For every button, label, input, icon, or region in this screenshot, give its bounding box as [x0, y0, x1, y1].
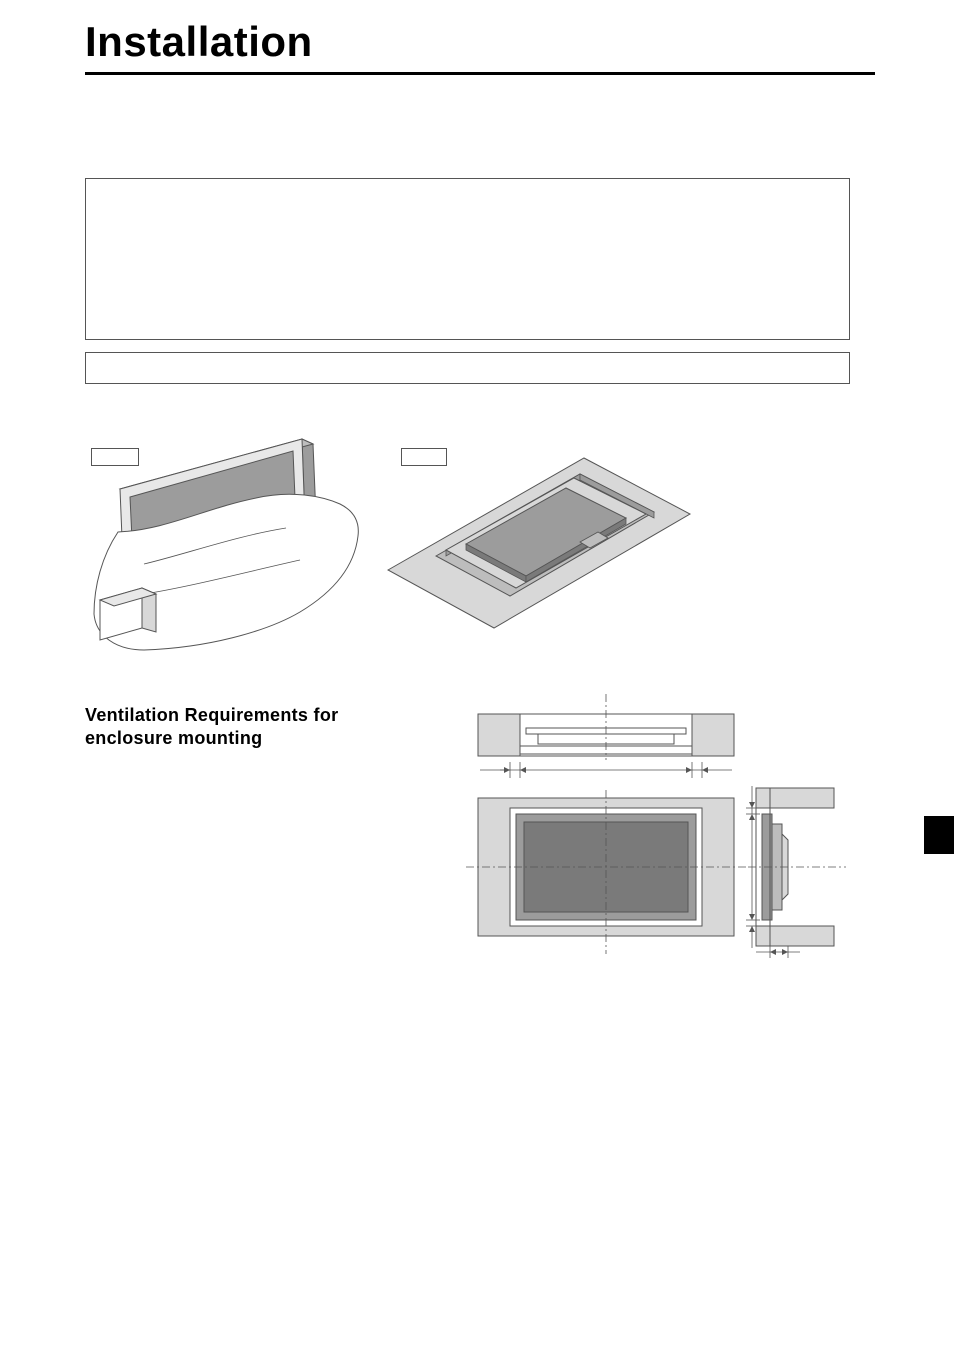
diagram-monitor-leaning	[86, 436, 366, 654]
section-heading-ventilation: Ventilation Requirements for enclosure m…	[85, 704, 415, 749]
diagram-right-label-box	[401, 448, 447, 466]
ventilation-svg	[460, 690, 850, 962]
monitor-facedown-svg	[384, 450, 694, 636]
monitor-leaning-svg	[86, 436, 366, 654]
page-title: Installation	[85, 18, 313, 66]
diagram-monitor-facedown	[384, 450, 694, 636]
diagram-left-label-box	[91, 448, 139, 466]
diagram-ventilation-clearance	[460, 690, 850, 962]
page-edge-tab	[924, 816, 954, 854]
content-box-small	[85, 352, 850, 384]
title-underline	[85, 72, 875, 75]
content-box-large	[85, 178, 850, 340]
